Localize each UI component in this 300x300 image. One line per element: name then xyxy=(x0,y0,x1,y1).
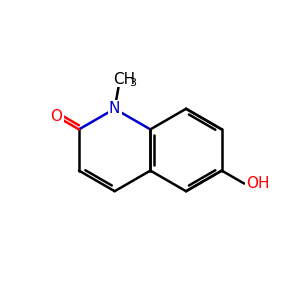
Text: CH: CH xyxy=(113,72,135,87)
Text: 3: 3 xyxy=(130,78,136,88)
Text: O: O xyxy=(50,109,62,124)
Text: OH: OH xyxy=(246,176,269,191)
Text: N: N xyxy=(109,101,120,116)
